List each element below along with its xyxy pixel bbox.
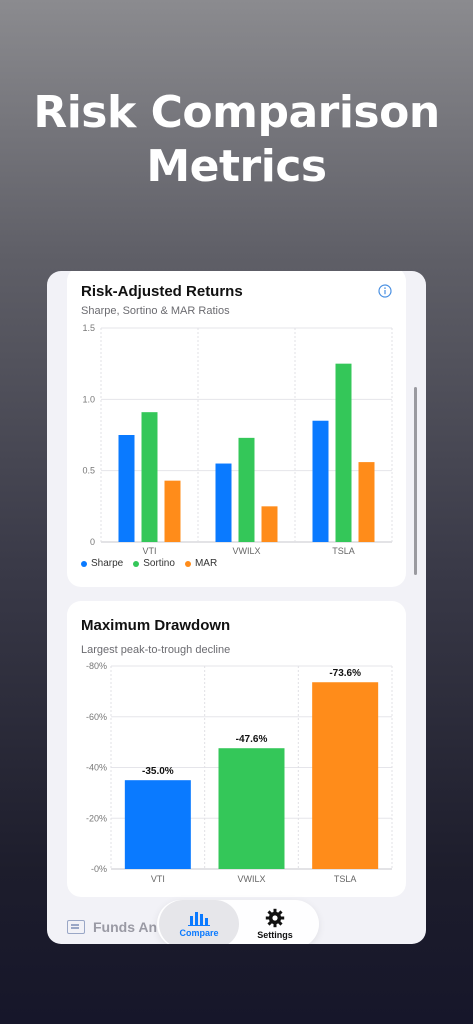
x-tick-label: VWILX: [232, 546, 260, 556]
risk-card-subtitle: Sharpe, Sortino & MAR Ratios: [81, 305, 230, 317]
data-label: -73.6%: [329, 668, 361, 679]
tab-compare-label: Compare: [179, 928, 219, 938]
x-tick-label: VTI: [151, 874, 165, 884]
x-tick-label: TSLA: [332, 546, 355, 556]
drawdown-card-title: Maximum Drawdown: [81, 617, 231, 634]
legend-item-mar: MAR: [184, 558, 218, 569]
legend-item-sharpe: Sharpe: [81, 558, 123, 569]
y-tick-label: -20%: [86, 813, 107, 823]
y-tick-label: 0.5: [82, 466, 95, 476]
x-tick-label: VWILX: [237, 874, 265, 884]
phone-screen: Risk-Adjusted Returns Sharpe, Sortino & …: [47, 271, 426, 944]
bar-sharpe: [312, 420, 329, 542]
tab-bar-pill: Compare Settings: [157, 900, 319, 944]
risk-legend: Sharpe Sortino MAR: [81, 558, 217, 569]
drawdown-card-subtitle: Largest peak-to-trough decline: [81, 644, 231, 656]
bar-drawdown: [124, 780, 191, 869]
list-icon: [67, 920, 85, 934]
bar-mar: [164, 480, 181, 542]
y-tick-label: -40%: [86, 763, 107, 773]
x-tick-label: VTI: [142, 546, 156, 556]
y-tick-label: 1.5: [82, 323, 95, 333]
y-tick-label: -80%: [86, 661, 107, 671]
risk-adjusted-card: Risk-Adjusted Returns Sharpe, Sortino & …: [67, 271, 406, 587]
bar-drawdown: [312, 682, 379, 869]
y-tick-label: 0: [90, 537, 95, 547]
legend-label-sortino: Sortino: [143, 558, 175, 569]
funds-tab-label: Funds An: [93, 919, 158, 935]
legend-dot-sortino: [133, 560, 140, 567]
legend-label-sharpe: Sharpe: [91, 558, 124, 569]
info-icon[interactable]: [378, 284, 392, 298]
bar-sharpe: [118, 435, 135, 542]
bar-sortino: [238, 437, 255, 542]
funds-tab[interactable]: Funds An: [67, 919, 157, 935]
bar-sharpe: [215, 463, 232, 542]
headline-line1: Risk Comparison: [33, 87, 440, 138]
y-tick-label: -0%: [91, 864, 107, 874]
scrollbar[interactable]: [414, 387, 417, 575]
headline: Risk Comparison Metrics: [0, 86, 473, 194]
bar-sortino: [335, 363, 352, 542]
data-label: -47.6%: [236, 734, 268, 745]
bar-mar: [358, 462, 375, 542]
headline-line2: Metrics: [146, 141, 327, 192]
legend-dot-mar: [184, 560, 191, 567]
bar-chart-icon: [188, 912, 210, 926]
tab-settings-label: Settings: [257, 930, 293, 940]
bar-drawdown: [218, 748, 285, 869]
bar-mar: [261, 506, 278, 542]
tab-settings[interactable]: Settings: [235, 900, 315, 944]
tab-compare[interactable]: Compare: [159, 900, 239, 944]
y-tick-label: -60%: [86, 712, 107, 722]
drawdown-chart: -0% -20% -40% -60% -80% -35.0% VTI -47.6% VWILX -…: [86, 661, 393, 884]
max-drawdown-card: Maximum Drawdown Largest peak-to-trough …: [67, 601, 406, 897]
data-label: -35.0%: [142, 766, 174, 777]
legend-label-mar: MAR: [194, 558, 218, 569]
gear-icon: [265, 908, 285, 928]
bar-sortino: [141, 412, 158, 542]
risk-chart: 0 0.5 1.0 1.5 VTI VWILX TSLA: [82, 323, 393, 556]
x-tick-label: TSLA: [334, 874, 357, 884]
risk-card-title: Risk-Adjusted Returns: [81, 283, 243, 300]
legend-item-sortino: Sortino: [133, 558, 175, 569]
legend-dot-sharpe: [81, 560, 87, 567]
y-tick-label: 1.0: [82, 394, 95, 404]
